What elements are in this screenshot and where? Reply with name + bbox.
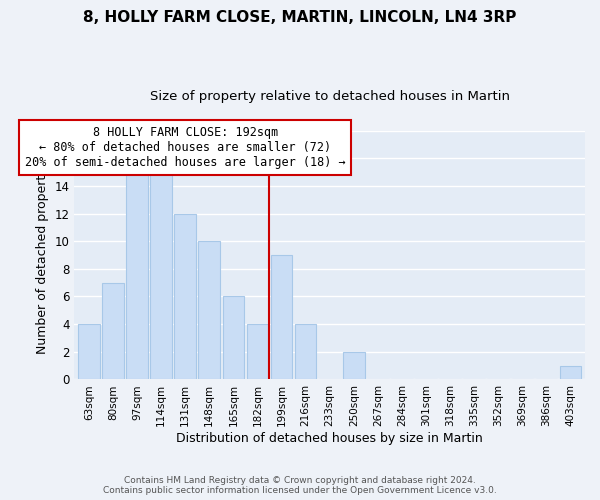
Bar [102, 282, 124, 380]
Bar [223, 296, 244, 380]
Text: 8 HOLLY FARM CLOSE: 192sqm
← 80% of detached houses are smaller (72)
20% of semi: 8 HOLLY FARM CLOSE: 192sqm ← 80% of deta… [25, 126, 346, 168]
Bar [175, 214, 196, 380]
Bar [199, 241, 220, 380]
Bar [247, 324, 268, 380]
Y-axis label: Number of detached properties: Number of detached properties [36, 156, 49, 354]
Bar [271, 255, 292, 380]
X-axis label: Distribution of detached houses by size in Martin: Distribution of detached houses by size … [176, 432, 483, 445]
Bar [150, 172, 172, 380]
Title: Size of property relative to detached houses in Martin: Size of property relative to detached ho… [150, 90, 510, 103]
Bar [343, 352, 365, 380]
Text: 8, HOLLY FARM CLOSE, MARTIN, LINCOLN, LN4 3RP: 8, HOLLY FARM CLOSE, MARTIN, LINCOLN, LN… [83, 10, 517, 25]
Bar [78, 324, 100, 380]
Bar [126, 172, 148, 380]
Bar [295, 324, 316, 380]
Text: Contains HM Land Registry data © Crown copyright and database right 2024.
Contai: Contains HM Land Registry data © Crown c… [103, 476, 497, 495]
Bar [560, 366, 581, 380]
